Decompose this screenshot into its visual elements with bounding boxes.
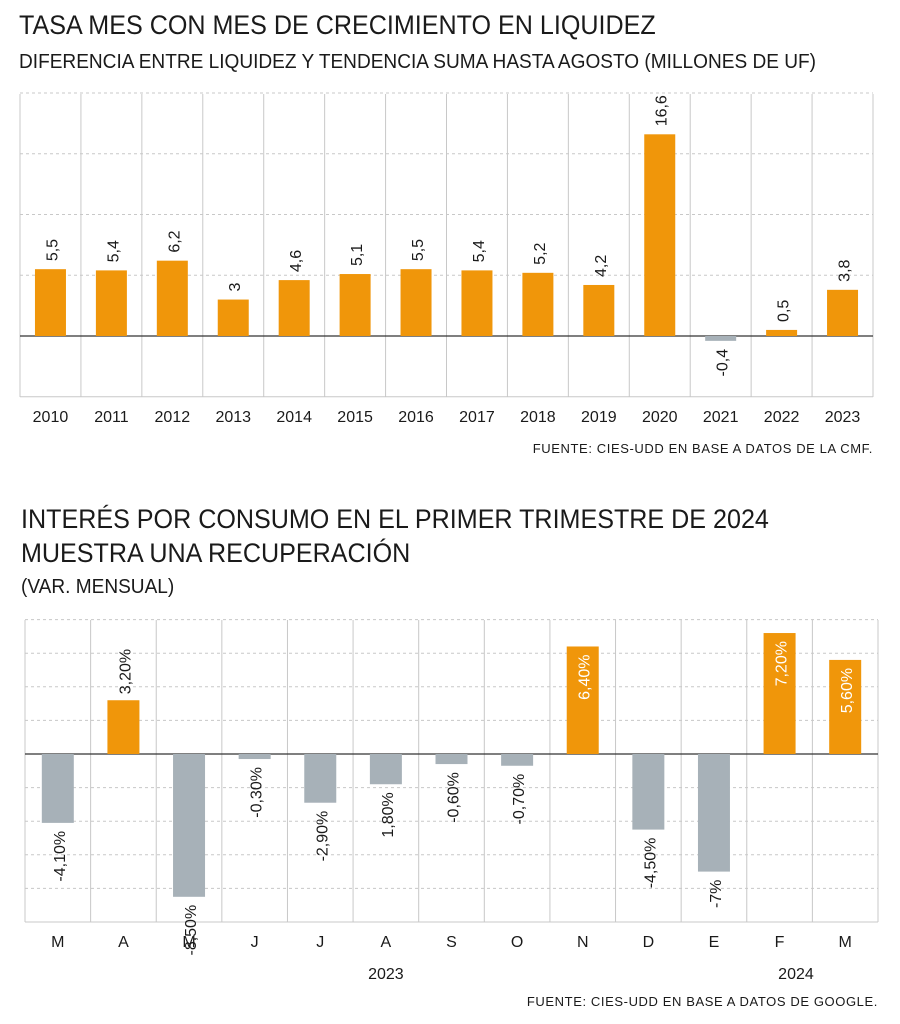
x-tick-label: 2018 [520,409,556,426]
bar [34,269,66,336]
data-label: 5,5 [44,239,61,261]
data-label: -2,90% [314,811,331,862]
x-tick-label: S [446,934,457,951]
data-label: -0,70% [511,774,528,825]
bar [304,754,337,803]
bar [705,336,737,341]
x-tick-label: J [251,934,259,951]
bar [766,329,798,336]
chart2-title-line2: MUESTRA UNA RECUPERACIÓN [21,538,411,568]
chart1-subtitle: DIFERENCIA ENTRE LIQUIDEZ Y TENDENCIA SU… [19,50,817,73]
bar [400,269,432,336]
bar [461,270,493,336]
data-label: 5,4 [105,240,122,262]
bar [217,299,249,336]
x-tick-label: 2012 [155,409,191,426]
data-label: 16,6 [654,95,671,126]
x-tick-label: 2016 [398,409,434,426]
data-label: 5,4 [471,240,488,262]
x-tick-label: A [118,934,129,951]
bar [522,272,554,336]
data-label: 5,5 [410,239,427,261]
x-tick-label: 2010 [33,409,69,426]
data-label: 1,80% [380,792,397,837]
x-tick-label: E [709,934,720,951]
bar [278,280,310,336]
chart1-title: TASA MES CON MES DE CRECIMIENTO EN LIQUI… [19,10,656,40]
x-tick-label: 2015 [337,409,373,426]
x-tick-label: A [381,934,392,951]
data-label: -0,30% [249,767,266,818]
data-label: 4,2 [593,255,610,277]
chart2-plot: -4,10%M3,20%A -8,50%M-0,30%J-2,90%J1,80%A… [24,619,879,983]
data-label: 3,8 [837,259,854,281]
data-label: -4,50% [642,838,659,889]
bar [369,754,402,785]
x-tick-label: O [511,934,523,951]
x-tick-label: M [51,934,64,951]
x-tick-label: 2023 [825,409,861,426]
data-label: 4,6 [288,250,305,272]
x-tick-label: 2021 [703,409,739,426]
x-tick-label: J [316,934,324,951]
data-label: 6,40% [577,654,594,699]
x-tick-label: 2014 [276,409,312,426]
bar [339,274,371,336]
x-tick-label: 2013 [215,409,251,426]
bar [501,754,534,766]
data-label: 5,2 [532,242,549,264]
data-label: 6,2 [166,230,183,252]
chart1-plot: 5,5 2010 5,4 2011 6,2 2012 3 2013 4,6 2014 5,1 2015… [19,92,874,426]
data-label: -4,10% [52,831,69,882]
bar [829,659,862,754]
bar [763,633,796,754]
data-label: -0,4 [715,349,732,377]
x-tick-label: N [577,934,589,951]
data-label: 3,20% [117,649,134,694]
year-label-2024: 2024 [778,966,814,983]
chart2-subtitle: (VAR. MENSUAL) [21,575,175,598]
data-label: 7,20% [774,641,791,686]
x-tick-label: M [839,934,852,951]
x-tick-label: M [182,934,195,951]
chart2-source: FUENTE: CIES-UDD EN BASE A DATOS DE GOOG… [526,994,878,1009]
data-label: -8,50% [183,905,200,956]
x-tick-label: F [775,934,785,951]
bar [173,754,206,897]
bar [566,646,599,754]
x-tick-label: 2022 [764,409,800,426]
x-tick-label: 2020 [642,409,678,426]
chart1-source: FUENTE: CIES-UDD EN BASE A DATOS DE LA C… [532,441,873,456]
data-label: 0,5 [776,300,793,322]
x-tick-label: D [643,934,655,951]
bar [435,754,468,765]
bar [41,754,74,823]
bar [697,754,730,872]
x-tick-label: 2011 [94,409,129,426]
data-label: 3 [227,283,244,292]
bar [107,700,140,754]
bar [238,754,271,760]
chart2-title-line1: INTERÉS POR CONSUMO EN EL PRIMER TRIMEST… [21,504,769,534]
data-label: -7% [708,880,725,908]
x-tick-label: 2019 [581,409,617,426]
bar [827,289,859,336]
data-label: 5,60% [839,668,856,713]
bar [156,260,188,336]
bar [95,270,127,336]
data-label: 5,1 [349,244,366,266]
data-label: -0,60% [446,772,463,823]
bar [583,284,615,336]
year-label-2023: 2023 [368,966,404,983]
bar [632,754,665,830]
bar [644,134,676,336]
x-tick-label: 2017 [459,409,495,426]
